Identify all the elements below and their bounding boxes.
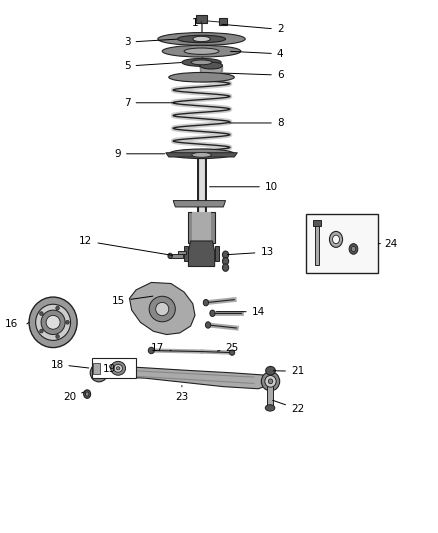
Bar bbox=[177, 251, 186, 254]
Ellipse shape bbox=[162, 45, 241, 57]
Ellipse shape bbox=[265, 405, 275, 411]
Ellipse shape bbox=[29, 297, 77, 348]
Ellipse shape bbox=[192, 152, 212, 157]
Ellipse shape bbox=[223, 257, 229, 265]
Ellipse shape bbox=[40, 312, 43, 316]
Ellipse shape bbox=[349, 244, 358, 254]
Ellipse shape bbox=[40, 329, 43, 333]
Ellipse shape bbox=[85, 392, 89, 396]
Polygon shape bbox=[173, 200, 226, 207]
Polygon shape bbox=[184, 246, 188, 261]
Bar bbox=[196, 14, 207, 23]
Ellipse shape bbox=[329, 231, 343, 247]
Ellipse shape bbox=[200, 62, 223, 69]
Polygon shape bbox=[130, 282, 195, 335]
Text: 23: 23 bbox=[175, 385, 188, 402]
Polygon shape bbox=[166, 153, 237, 157]
Ellipse shape bbox=[155, 302, 169, 316]
Ellipse shape bbox=[66, 320, 69, 324]
Text: 13: 13 bbox=[227, 247, 274, 257]
Text: 22: 22 bbox=[273, 400, 304, 414]
Ellipse shape bbox=[94, 368, 104, 378]
Ellipse shape bbox=[169, 149, 234, 159]
Bar bbox=[93, 363, 100, 374]
Text: 2: 2 bbox=[222, 25, 283, 35]
Text: 18: 18 bbox=[51, 360, 64, 370]
Ellipse shape bbox=[332, 235, 339, 244]
Text: 17: 17 bbox=[151, 343, 171, 353]
Ellipse shape bbox=[158, 33, 245, 45]
Ellipse shape bbox=[205, 322, 211, 328]
Text: 4: 4 bbox=[230, 49, 283, 59]
Ellipse shape bbox=[177, 35, 226, 43]
Text: 21: 21 bbox=[273, 366, 304, 376]
Bar bbox=[170, 254, 183, 258]
Ellipse shape bbox=[84, 390, 91, 398]
Bar bbox=[306, 214, 378, 273]
Text: 14: 14 bbox=[216, 306, 265, 317]
Ellipse shape bbox=[169, 72, 234, 82]
Polygon shape bbox=[97, 367, 274, 389]
Bar bbox=[267, 383, 273, 409]
Text: 6: 6 bbox=[223, 70, 283, 80]
Ellipse shape bbox=[184, 48, 219, 54]
Text: 9: 9 bbox=[114, 149, 165, 159]
Ellipse shape bbox=[266, 367, 276, 375]
Polygon shape bbox=[215, 246, 219, 261]
Bar bbox=[315, 225, 319, 265]
Ellipse shape bbox=[203, 300, 208, 306]
Ellipse shape bbox=[56, 306, 59, 310]
Bar bbox=[192, 212, 211, 243]
Bar bbox=[313, 220, 321, 225]
Ellipse shape bbox=[182, 59, 221, 66]
Bar bbox=[219, 18, 227, 25]
Text: 3: 3 bbox=[124, 37, 177, 47]
Bar bbox=[198, 157, 205, 224]
Ellipse shape bbox=[46, 316, 60, 329]
Text: 25: 25 bbox=[217, 343, 239, 353]
Text: 10: 10 bbox=[209, 182, 278, 192]
Ellipse shape bbox=[149, 296, 175, 322]
Ellipse shape bbox=[202, 76, 220, 82]
Text: 1: 1 bbox=[192, 18, 201, 28]
Text: 24: 24 bbox=[384, 239, 397, 248]
Ellipse shape bbox=[268, 379, 273, 384]
Ellipse shape bbox=[111, 361, 126, 375]
Ellipse shape bbox=[148, 348, 154, 354]
Bar bbox=[198, 157, 205, 235]
Text: 5: 5 bbox=[124, 61, 181, 71]
Text: 20: 20 bbox=[63, 392, 85, 402]
Ellipse shape bbox=[261, 372, 280, 391]
Ellipse shape bbox=[97, 370, 101, 375]
Ellipse shape bbox=[210, 310, 215, 317]
Text: 12: 12 bbox=[79, 236, 173, 255]
Ellipse shape bbox=[265, 375, 276, 387]
Ellipse shape bbox=[168, 253, 172, 259]
Bar bbox=[92, 359, 136, 378]
Ellipse shape bbox=[56, 335, 59, 338]
Ellipse shape bbox=[351, 246, 356, 252]
Ellipse shape bbox=[35, 304, 71, 341]
Bar bbox=[197, 157, 206, 235]
Ellipse shape bbox=[117, 367, 120, 370]
Ellipse shape bbox=[230, 350, 235, 356]
Ellipse shape bbox=[193, 36, 210, 42]
Text: 8: 8 bbox=[230, 118, 283, 128]
Text: 15: 15 bbox=[112, 296, 153, 306]
Ellipse shape bbox=[223, 251, 229, 259]
Ellipse shape bbox=[191, 60, 212, 64]
Text: 19: 19 bbox=[102, 364, 116, 374]
Polygon shape bbox=[188, 241, 215, 266]
Text: 7: 7 bbox=[124, 98, 174, 108]
Text: 16: 16 bbox=[5, 319, 18, 329]
Ellipse shape bbox=[41, 310, 65, 335]
Bar bbox=[188, 212, 215, 243]
Ellipse shape bbox=[90, 364, 108, 382]
Ellipse shape bbox=[223, 264, 229, 271]
Ellipse shape bbox=[114, 365, 123, 372]
